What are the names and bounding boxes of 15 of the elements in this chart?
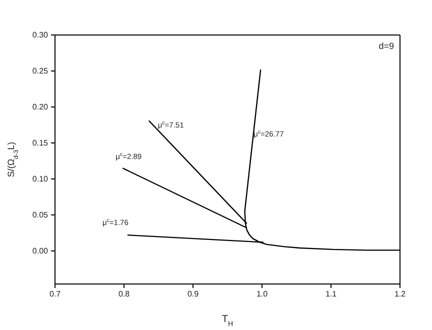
x-tick-label: 1.2 [394, 290, 406, 299]
y-tick-label: 0.20 [32, 102, 49, 112]
annotation: d=9 [378, 41, 394, 51]
y-tick-label: 0.25 [32, 66, 49, 76]
x-tick-label: 1.1 [325, 290, 338, 299]
x-tick-label: 0.7 [49, 290, 62, 299]
y-tick-label: 0.05 [32, 210, 49, 220]
y-tick-label: 0.00 [32, 246, 49, 256]
x-tick-label: 0.9 [187, 290, 200, 299]
x-tick-label: 1.0 [256, 290, 268, 299]
y-tick-label: 0.30 [32, 30, 49, 40]
x-axis-title: T$_{H}$ [222, 314, 234, 328]
x-tick-label: 0.8 [118, 290, 130, 299]
y-tick-label: 0.15 [32, 138, 49, 148]
y-tick-label: 0.10 [32, 174, 49, 184]
